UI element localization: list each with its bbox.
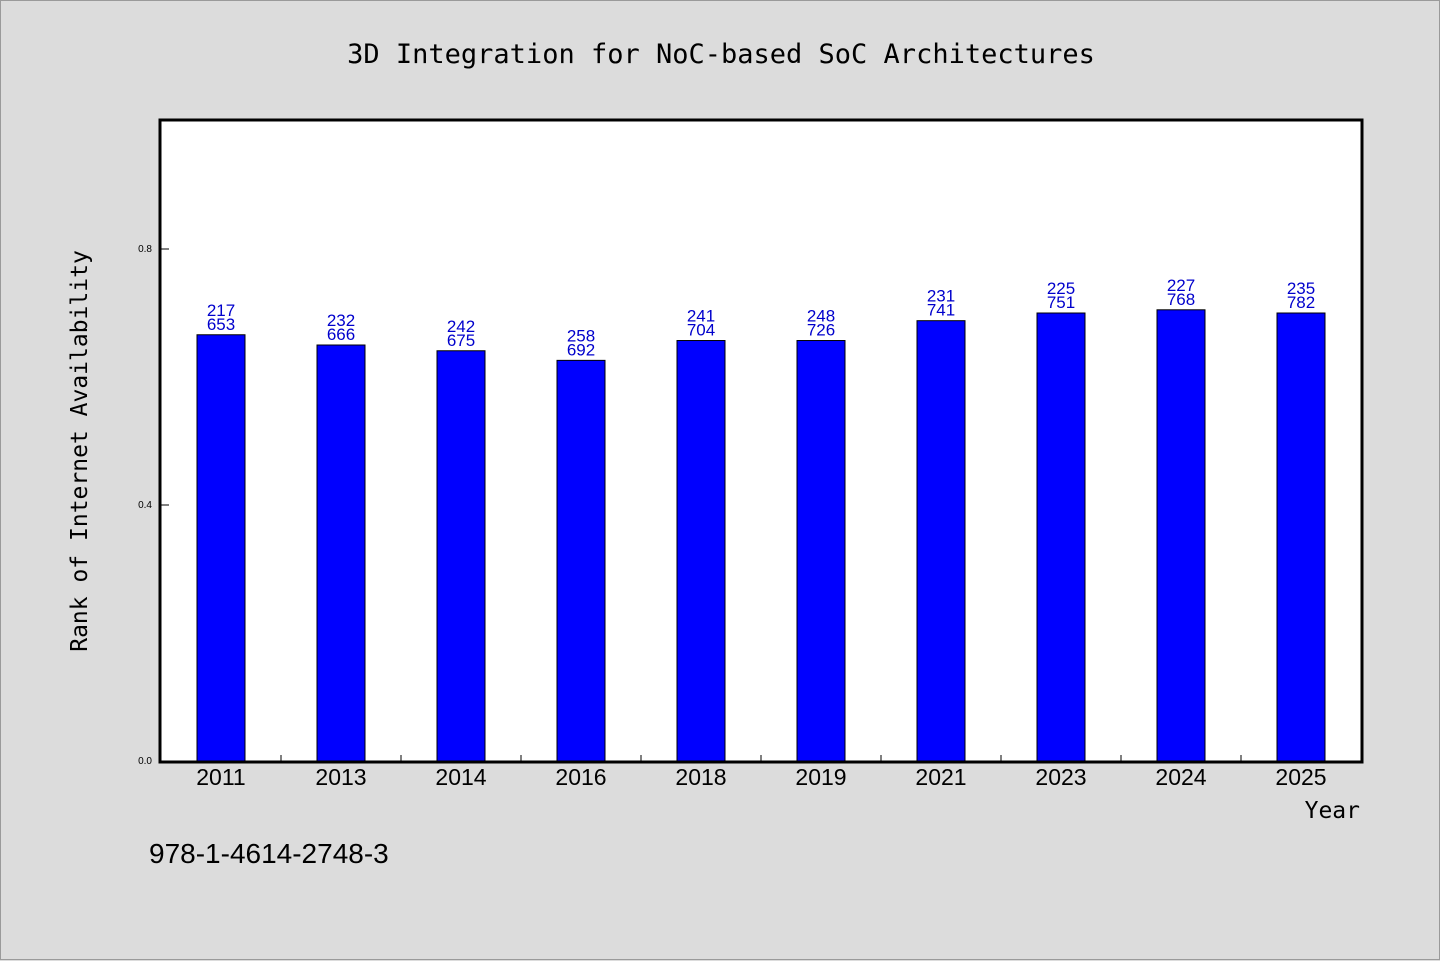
bar-label-bottom-2011: 653: [207, 315, 235, 334]
x-tick-label-2011: 2011: [196, 764, 245, 790]
bar-2013: [316, 344, 366, 762]
x-tick-label-2024: 2024: [1155, 764, 1206, 790]
bar-2014: [436, 350, 486, 762]
bar-label-top-2014: 242: [447, 317, 475, 336]
footnote: 978-1-4614-2748-3: [149, 838, 389, 869]
bar-label-top-2013: 232: [327, 311, 355, 330]
x-axis-label: Year: [1305, 798, 1360, 824]
bar-label-top-2018: 241: [687, 307, 715, 326]
bar-label-top-2019: 248: [807, 307, 835, 326]
x-axis: 2011 2013 2014 2016 2018 2019 2021 2023 2024 2025: [196, 755, 1327, 790]
bar-2018: [676, 340, 726, 762]
bar-2021: [916, 320, 966, 762]
bar-2016: [556, 359, 606, 762]
x-tick-label-2016: 2016: [555, 764, 606, 790]
bar-2024: [1156, 309, 1206, 762]
bar-label-bottom-2023: 751: [1047, 293, 1075, 312]
y-tick-label: 0.8: [138, 244, 152, 255]
bar-2011: [196, 334, 246, 762]
bar-label-bottom-2018: 704: [687, 321, 715, 340]
y-tick-label: 0.0: [138, 756, 152, 767]
bar-label-top-2016: 258: [567, 326, 595, 345]
bar-2025: [1276, 312, 1326, 762]
bar-label-top-2011: 217: [207, 301, 235, 320]
bar-label-top-2025: 235: [1287, 279, 1315, 298]
x-tick-label-2023: 2023: [1035, 764, 1086, 790]
y-axis-label: Rank of Internet Availability: [67, 250, 93, 652]
x-tick-label-2014: 2014: [435, 764, 486, 790]
bar-label-bottom-2019: 726: [807, 321, 835, 340]
chart-title: 3D Integration for NoC-based SoC Archite…: [347, 39, 1095, 70]
bar-2023: [1036, 312, 1086, 762]
bar-label-bottom-2025: 782: [1287, 293, 1315, 312]
bar-label-bottom-2021: 741: [927, 301, 955, 320]
bar-label-bottom-2024: 768: [1167, 290, 1195, 309]
x-tick-label-2025: 2025: [1275, 764, 1326, 790]
y-tick-label: 0.4: [138, 500, 152, 511]
bar-label-top-2024: 227: [1167, 276, 1195, 295]
bar-label-top-2023: 225: [1047, 279, 1075, 298]
bar-label-top-2021: 231: [927, 287, 955, 306]
bar-2019: [796, 340, 846, 762]
x-tick-label-2013: 2013: [315, 764, 366, 790]
x-tick-label-2018: 2018: [675, 764, 726, 790]
bar-label-bottom-2013: 666: [327, 325, 355, 344]
bar-label-bottom-2014: 675: [447, 331, 475, 350]
y-axis: 0.0 0.4 0.8: [138, 244, 169, 767]
x-tick-label-2021: 2021: [915, 764, 966, 790]
bar-label-bottom-2016: 692: [567, 340, 595, 359]
x-tick-label-2019: 2019: [795, 764, 846, 790]
